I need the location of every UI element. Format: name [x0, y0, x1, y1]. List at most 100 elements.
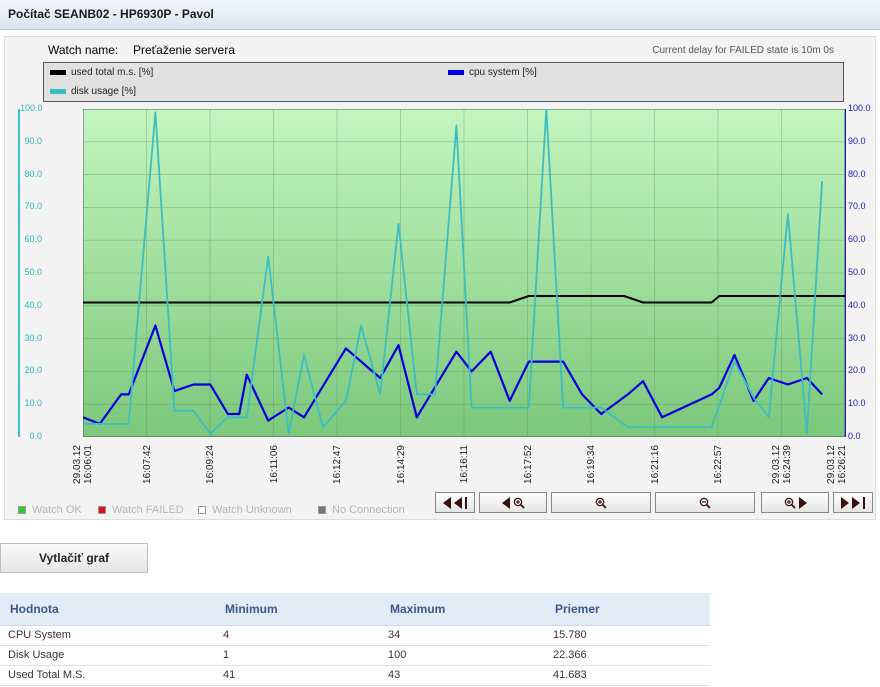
table-cell: Disk Usage [0, 645, 215, 666]
status-label: Watch FAILED [112, 504, 184, 516]
zoom-in-icon [513, 497, 525, 509]
table-cell: 15.780 [545, 625, 710, 646]
x-tick-text: 29.03.12 16:26:21 [826, 445, 848, 484]
table-cell: 100 [380, 645, 545, 666]
zoom-in-button[interactable] [551, 492, 651, 513]
column-header[interactable]: Maximum [380, 593, 545, 626]
x-tick-text: 16:09:24 [205, 445, 216, 484]
x-tick-text: 16:16:11 [459, 445, 470, 484]
y-tick-label-left: 70.0 [24, 201, 42, 212]
y-tick-label-left: 90.0 [24, 135, 42, 146]
table-cell: Used Total M.S. [0, 665, 215, 686]
status-no-connection: No Connection [318, 504, 405, 516]
y-tick-label-left: 80.0 [24, 168, 42, 179]
nav-back-zoom-button[interactable] [479, 492, 547, 513]
legend-swatch [50, 88, 66, 94]
series-line-used-total-m-s [83, 295, 845, 304]
series-line-cpu-system [83, 324, 823, 425]
y-tick-label-right: 60.0 [848, 234, 866, 245]
x-tick-text: 16:22:57 [713, 445, 724, 484]
nav-first-button[interactable] [435, 492, 475, 513]
arrow-left-icon [443, 496, 451, 509]
table-cell: 22.366 [545, 645, 710, 666]
legend-item-used-total: used total m.s. [%] [50, 67, 153, 78]
y-tick-label-right: 50.0 [848, 267, 866, 277]
bar-icon [465, 496, 467, 509]
status-watch-failed: Watch FAILED [98, 504, 184, 516]
arrow-right-icon [841, 496, 849, 509]
y-tick-label-left: 20.0 [24, 365, 42, 376]
y-tick-label-left: 60.0 [24, 234, 42, 245]
legend-label: used total m.s. [%] [71, 67, 154, 78]
status-watch-unknown: Watch Unknown [198, 504, 292, 516]
legend-swatch [448, 69, 464, 75]
zoom-out-icon [699, 497, 711, 509]
table-row: Disk Usage 1 100 22.366 [0, 645, 710, 666]
table-cell: 1 [215, 645, 380, 666]
window-title: Počítač SEANB02 - HP6930P - Pavol [8, 7, 214, 21]
legend-item-cpu-system: cpu system [%] [448, 67, 537, 78]
status-label: No Connection [332, 504, 405, 516]
arrow-right-icon [798, 496, 807, 509]
print-chart-button[interactable]: Vytlačiť graf [0, 543, 148, 573]
window-titlebar: Počítač SEANB02 - HP6930P - Pavol [0, 0, 880, 30]
table-cell: 43 [380, 665, 545, 686]
x-tick-text: 29.03.12 16:24:39 [770, 445, 793, 484]
column-header[interactable]: Priemer [545, 593, 710, 626]
x-tick-text: 16:12:47 [332, 445, 343, 484]
watch-name-label: Watch name: [48, 43, 119, 57]
table-cell: 4 [215, 625, 380, 646]
x-tick-text: 16:21:16 [649, 445, 661, 484]
arrow-left-icon [454, 496, 462, 509]
y-tick-label-right: 0.0 [848, 431, 861, 441]
legend-label: cpu system [%] [469, 67, 537, 78]
status-swatch-unknown [198, 506, 206, 514]
column-header[interactable]: Hodnota [0, 593, 215, 626]
y-tick-label-right: 30.0 [848, 332, 866, 343]
table-cell: 41.683 [545, 665, 710, 686]
chart-legend: used total m.s. [%] cpu system [%] disk … [43, 62, 844, 102]
table-cell: 34 [380, 625, 545, 646]
y-tick-label-right: 90.0 [848, 135, 866, 146]
x-tick-text: 16:17:52 [522, 445, 534, 484]
zoom-in-icon [784, 497, 796, 509]
y-tick-label-right: 70.0 [848, 201, 866, 212]
right-y-axis [844, 109, 846, 437]
table-row: Used Total M.S. 41 43 41.683 [0, 665, 710, 686]
status-swatch-ok [18, 506, 26, 514]
legend-item-disk-usage: disk usage [%] [50, 86, 136, 97]
series-line-disk-usage [83, 109, 823, 435]
bar-icon [863, 496, 865, 509]
status-label: Watch Unknown [212, 504, 292, 516]
legend-label: disk usage [%] [71, 86, 137, 97]
x-tick-text: 16:07:42 [141, 445, 153, 484]
y-tick-label-left: 100.0 [20, 103, 43, 113]
y-tick-label-left: 10.0 [24, 398, 42, 409]
y-tick-label-right: 10.0 [848, 398, 866, 409]
y-tick-label-right: 80.0 [848, 168, 866, 179]
table-header-row: Hodnota Minimum Maximum Priemer [0, 593, 710, 626]
status-swatch-no-connection [318, 506, 326, 514]
column-header[interactable]: Minimum [215, 593, 380, 626]
zoom-in-icon [595, 497, 607, 509]
x-tick-text: 16:11:06 [268, 445, 280, 484]
y-tick-label-right: 20.0 [848, 365, 866, 376]
nav-last-button[interactable] [833, 492, 873, 513]
y-tick-label-right: 40.0 [848, 299, 866, 310]
y-tick-label-right: 100.0 [848, 103, 871, 113]
table-cell: 41 [215, 665, 380, 686]
status-swatch-failed [98, 506, 106, 514]
y-tick-label-left: 40.0 [24, 299, 42, 310]
line-chart [83, 109, 845, 437]
nav-forward-zoom-button[interactable] [761, 492, 829, 513]
y-tick-label-left: 0.0 [29, 431, 42, 441]
arrow-right-icon [852, 496, 860, 509]
table-row: CPU System 4 34 15.780 [0, 625, 710, 646]
x-tick-text: 16:19:34 [586, 445, 597, 484]
zoom-out-button[interactable] [655, 492, 755, 513]
status-label: Watch OK [32, 504, 82, 516]
x-tick-text: 29.03.12 16:06:01 [72, 445, 94, 484]
left-y-axis [18, 109, 20, 437]
watch-name-value: Preťaženie servera [133, 43, 235, 57]
status-watch-ok: Watch OK [18, 504, 82, 516]
